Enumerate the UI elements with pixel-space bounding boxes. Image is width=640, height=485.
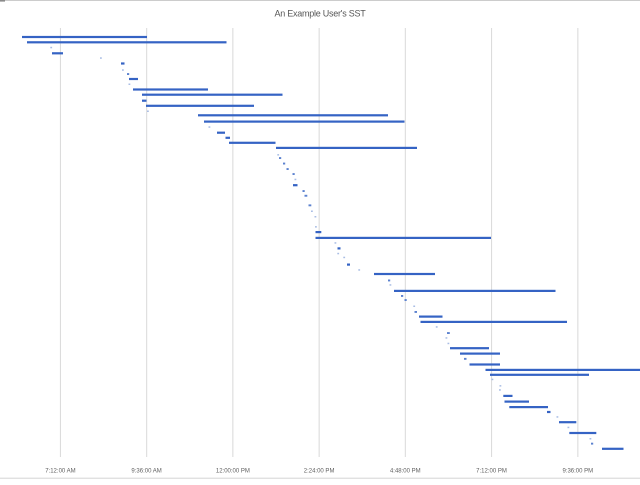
- svg-text:7:12:00 PM: 7:12:00 PM: [476, 469, 507, 475]
- svg-text:An Example User's SST: An Example User's SST: [275, 8, 367, 18]
- svg-text:2:24:00 PM: 2:24:00 PM: [304, 469, 335, 475]
- svg-text:7:12:00 AM: 7:12:00 AM: [45, 469, 75, 475]
- svg-text:9:36:00 PM: 9:36:00 PM: [562, 469, 593, 475]
- svg-text:12:00:00 PM: 12:00:00 PM: [216, 469, 250, 475]
- svg-text:4:48:00 PM: 4:48:00 PM: [390, 469, 421, 475]
- svg-text:9:36:00 AM: 9:36:00 AM: [131, 469, 161, 475]
